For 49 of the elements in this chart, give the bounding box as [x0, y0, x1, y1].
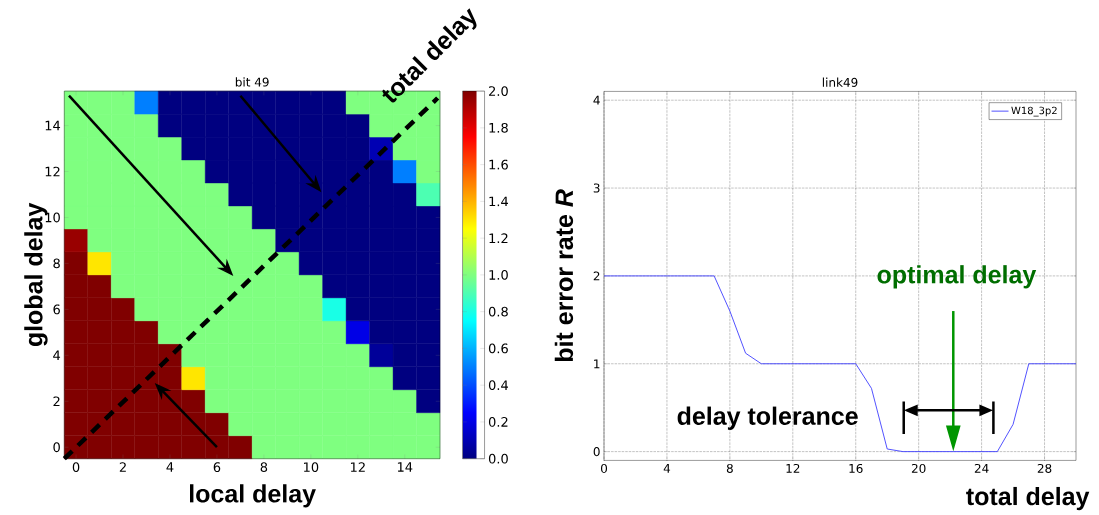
y-tick-label: 14 — [45, 120, 61, 131]
x-tick-label: 0 — [72, 462, 80, 472]
x-axis-title: local delay — [189, 484, 316, 508]
y-tick-label: 0 — [593, 446, 600, 456]
color-bar-label: 2.0 — [489, 85, 508, 96]
color-bar-label: 0.4 — [488, 380, 509, 390]
x-tick-label: 24 — [974, 463, 989, 473]
color-bar-label: 0.2 — [488, 416, 508, 427]
y-tick-label: 6 — [53, 304, 60, 315]
y-tick-label: 4 — [593, 95, 600, 105]
x-tick-label: 2 — [119, 462, 126, 472]
x-tick-label: 20 — [911, 463, 926, 473]
x-tick-label: 8 — [726, 463, 733, 473]
y-axis-title: global delay — [24, 202, 48, 346]
color-bar-label: 1.0 — [489, 269, 508, 280]
color-bar-label: 0.6 — [488, 343, 508, 354]
x-tick-label: 4 — [166, 462, 174, 472]
x-tick-label: 6 — [213, 462, 221, 472]
y-tick-label: 2 — [593, 271, 600, 281]
y-tick-label: 4 — [53, 350, 61, 360]
x-tick-label: 8 — [260, 462, 268, 472]
legend-label: W18_3p2 — [1011, 106, 1057, 117]
x-tick-label: 28 — [1037, 463, 1052, 473]
y-tick-label: 8 — [53, 258, 60, 269]
x-tick-label: 12 — [350, 462, 365, 472]
annotation: optimal delay — [877, 264, 1037, 289]
x-tick-label: 0 — [600, 463, 608, 473]
y-tick-label: 1 — [594, 359, 600, 368]
color-bar-label: 1.4 — [489, 196, 509, 206]
x-tick-label: 10 — [304, 462, 319, 472]
color-bar-label: 1.6 — [489, 159, 508, 170]
y-tick-label: 2 — [53, 396, 60, 406]
x-tick-label: 16 — [849, 463, 863, 473]
color-bar-label: 1.8 — [489, 122, 508, 133]
y-tick-label: 10 — [45, 212, 60, 223]
color-bar-label: 1.2 — [489, 233, 508, 243]
chart-title: bit 49 — [235, 77, 269, 87]
y-axis-title: bit error rate R — [554, 189, 574, 361]
color-bar-label: 0.0 — [488, 453, 508, 464]
x-tick-label: 4 — [663, 463, 671, 473]
y-tick-label: 3 — [593, 183, 600, 193]
x-tick-label: 12 — [786, 463, 800, 473]
y-tick-label: 0 — [53, 442, 60, 452]
chart-title: link49 — [822, 77, 858, 87]
annotation: delay tolerance — [677, 406, 858, 430]
color-bar-label: 0.8 — [488, 306, 508, 317]
x-axis-title: total delay — [966, 486, 1090, 511]
y-tick-label: 12 — [45, 166, 60, 177]
x-tick-label: 14 — [397, 462, 413, 472]
